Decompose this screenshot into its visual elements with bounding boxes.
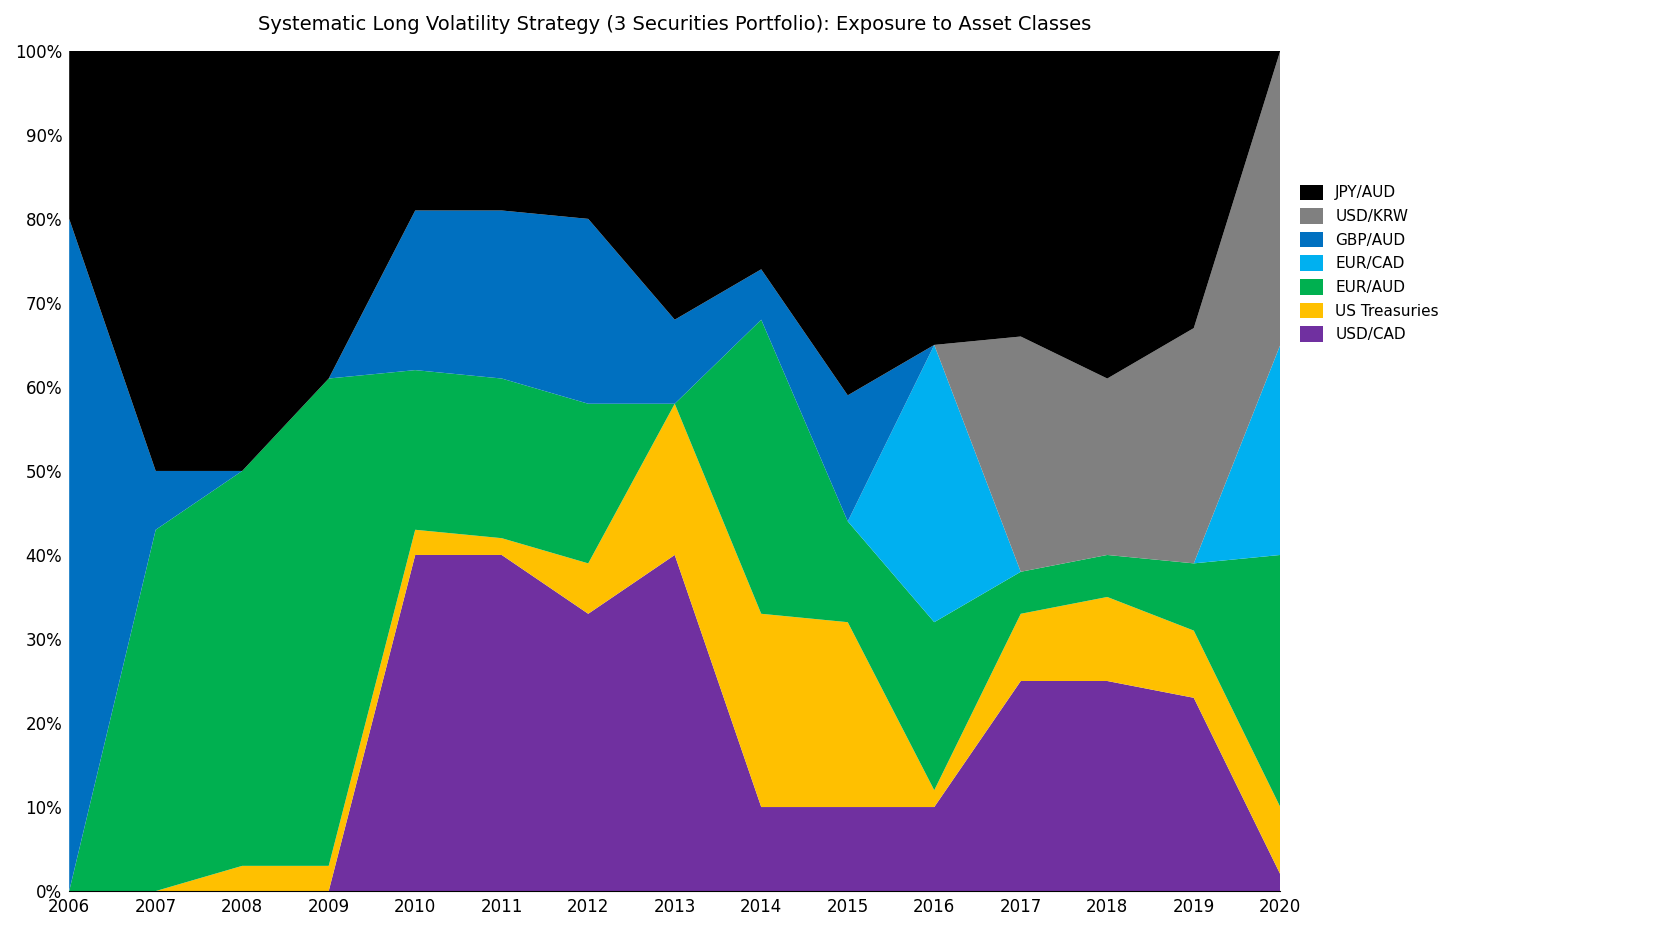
Legend: JPY/AUD, USD/KRW, GBP/AUD, EUR/CAD, EUR/AUD, US Treasuries, USD/CAD: JPY/AUD, USD/KRW, GBP/AUD, EUR/CAD, EUR/…: [1301, 184, 1440, 343]
Title: Systematic Long Volatility Strategy (3 Securities Portfolio): Exposure to Asset : Systematic Long Volatility Strategy (3 S…: [257, 15, 1092, 34]
